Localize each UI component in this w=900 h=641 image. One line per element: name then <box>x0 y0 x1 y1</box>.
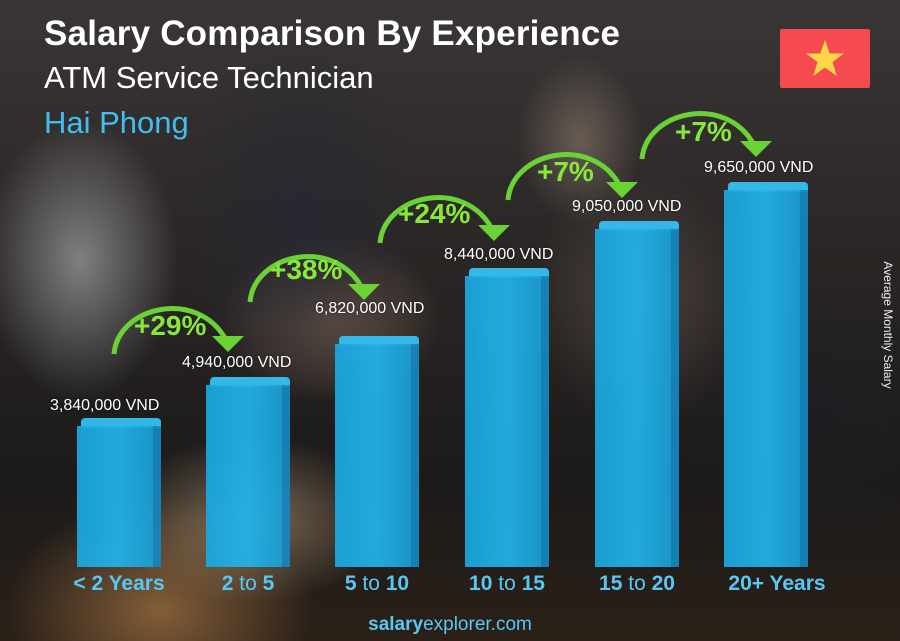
location: Hai Phong <box>44 105 189 140</box>
vietnam-flag-icon <box>780 29 870 88</box>
bar-10-to-15 <box>465 268 549 567</box>
x-label-2-to-5: 2 to 5 <box>221 572 275 595</box>
bar-5-to-10 <box>335 336 419 567</box>
x-label-5-to-10: 5 to 10 <box>344 572 410 595</box>
x-label-15-to-20: 15 to 20 <box>599 572 675 595</box>
increment-label: +38% <box>270 254 343 285</box>
increment-label: +7% <box>537 156 594 187</box>
job-title: ATM Service Technician <box>44 60 374 95</box>
x-label-20-plus-years: 20+ Years <box>728 572 826 595</box>
value-label: 6,820,000 VND <box>315 300 425 317</box>
increase-arrow-icon <box>247 254 380 303</box>
value-label: 9,650,000 VND <box>704 159 814 176</box>
bar-2-to-5 <box>206 377 290 567</box>
chart-title: Salary Comparison By Experience <box>44 14 621 53</box>
increase-arrow-icon <box>639 111 772 160</box>
value-label: 9,050,000 VND <box>572 198 682 215</box>
value-label: 8,440,000 VND <box>444 246 554 263</box>
increase-arrow-icon <box>111 306 244 355</box>
star-icon <box>806 40 844 76</box>
bar-15-to-20 <box>595 221 679 567</box>
x-label-10-to-15: 10 to 15 <box>469 572 545 595</box>
increment-label: +24% <box>398 198 471 229</box>
bar-lt-2-years <box>77 418 161 567</box>
increment-label: +7% <box>675 116 732 147</box>
value-label: 3,840,000 VND <box>50 397 160 414</box>
y-axis-label: Average Monthly Salary <box>881 261 895 389</box>
increment-label: +29% <box>134 310 207 341</box>
value-label: 4,940,000 VND <box>182 354 292 371</box>
bar-20-plus-years <box>724 182 808 567</box>
x-label-lt-2-years: < 2 Years <box>73 572 165 595</box>
footer-brand: salaryexplorer.com <box>368 614 532 635</box>
increase-arrow-icon <box>377 195 510 244</box>
increase-arrow-icon <box>505 152 638 201</box>
